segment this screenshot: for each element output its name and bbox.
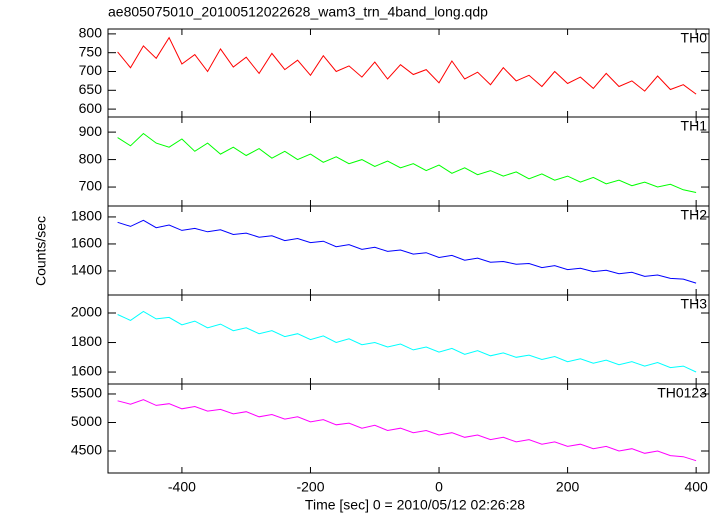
panel-frame [107,294,710,385]
x-tick-label: -200 [296,479,324,495]
x-tick-label: 200 [556,479,580,495]
data-line [117,219,697,284]
series-label: TH2 [681,207,708,223]
x-tick-label: -400 [168,479,196,495]
series-label: TH1 [681,118,708,134]
y-tick-label: 5500 [71,385,102,401]
y-tick-label: 650 [79,81,103,97]
data-line [117,36,697,95]
data-line [117,399,697,462]
y-axis-label: Counts/sec [33,216,49,286]
panel-frame [107,28,710,118]
y-tick-label: 1600 [71,235,102,251]
y-tick-label: 1600 [71,363,102,379]
x-tick-label: 400 [684,479,708,495]
series-label: TH3 [681,296,708,312]
y-tick-label: 800 [79,25,103,41]
y-tick-label: 1400 [71,262,102,278]
data-line [117,132,697,193]
panel-frame [107,116,710,207]
y-tick-label: 5000 [71,413,102,429]
y-tick-label: 600 [79,100,103,116]
y-tick-label: 1800 [71,333,102,349]
y-tick-label: 900 [79,123,103,139]
panel-frame [107,205,710,296]
panel-frame [107,383,710,474]
data-line [117,310,697,373]
chart-title: ae805075010_20100512022628_wam3_trn_4ban… [108,4,488,20]
x-axis-label: Time [sec] 0 = 2010/05/12 02:26:28 [305,497,525,513]
y-tick-label: 1800 [71,208,102,224]
y-tick-label: 700 [79,178,103,194]
y-tick-label: 800 [79,150,103,166]
series-label: TH0123 [657,385,707,401]
x-tick-label: 0 [435,479,443,495]
series-label: TH0 [681,30,708,46]
y-tick-label: 4500 [71,442,102,458]
y-tick-label: 700 [79,62,103,78]
y-tick-label: 2000 [71,304,102,320]
y-tick-label: 750 [79,43,103,59]
